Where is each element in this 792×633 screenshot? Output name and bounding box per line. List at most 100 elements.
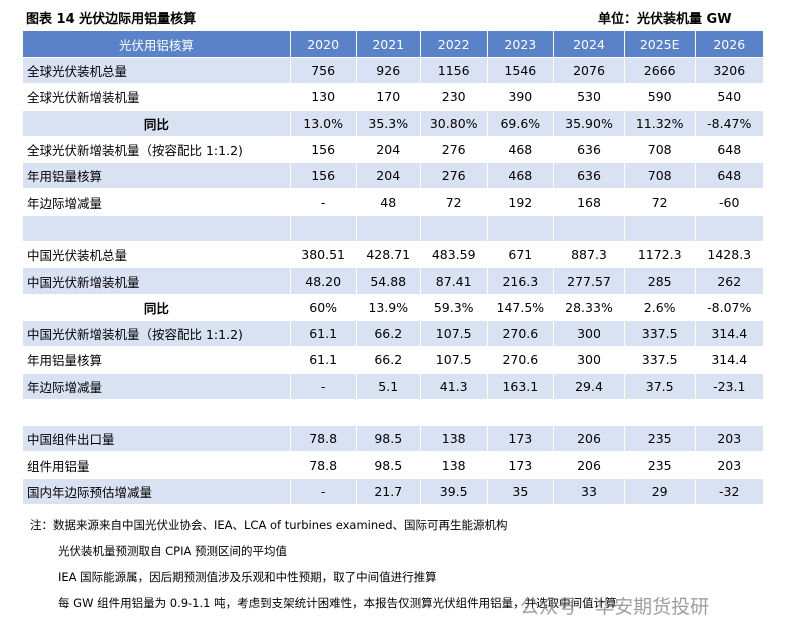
row-label: 年边际增减量 <box>22 372 291 400</box>
cell: 39.5 <box>419 477 488 506</box>
cell: 87.41 <box>419 267 488 295</box>
table-row <box>22 214 765 243</box>
cell: 11.32% <box>623 109 696 137</box>
cell: 156 <box>289 135 357 164</box>
cell: 35.3% <box>355 109 421 137</box>
cell: 230 <box>419 83 488 111</box>
cell: -8.07% <box>694 293 765 321</box>
empty-cell <box>623 398 696 427</box>
cell: 530 <box>553 83 625 111</box>
table-row: 年边际增减量 -48 72 192 168 72 -60 <box>22 188 765 216</box>
cell: 216.3 <box>486 267 555 295</box>
empty-cell <box>289 214 357 243</box>
empty-cell <box>553 214 625 243</box>
empty-cell <box>694 214 765 243</box>
cell: 138 <box>419 425 488 453</box>
note: 光伏装机量预测取自 CPIA 预测区间的平均值 <box>58 544 288 558</box>
cell: 69.6% <box>486 109 555 137</box>
cell: 192 <box>486 188 555 216</box>
cell: 107.5 <box>419 319 488 348</box>
cell: 337.5 <box>623 346 696 374</box>
cell: 35 <box>486 477 555 506</box>
cell: 98.5 <box>355 451 421 479</box>
column-header: 2024 <box>553 30 625 58</box>
cell: -60 <box>694 188 765 216</box>
empty-cell <box>419 214 488 243</box>
cell: 173 <box>486 425 555 453</box>
row-label: 中国光伏装机总量 <box>22 241 291 269</box>
cell: 61.1 <box>289 319 357 348</box>
cell: 78.8 <box>289 451 357 479</box>
table-row: 中国组件出口量 78.8 98.5 138 173 206 235 203 <box>22 425 765 453</box>
column-header: 2025E <box>623 30 696 58</box>
cell: 156 <box>289 162 357 190</box>
cell: 60% <box>289 293 357 321</box>
cell: 66.2 <box>355 319 421 348</box>
cell: 1546 <box>486 56 555 85</box>
cell: 72 <box>623 188 696 216</box>
cell: 5.1 <box>355 372 421 400</box>
cell: 138 <box>419 451 488 479</box>
cell: 590 <box>623 83 696 111</box>
empty-cell <box>22 214 291 243</box>
column-header: 光伏用铝核算 <box>22 30 291 58</box>
note: 注：数据来源来自中国光伏业协会、IEA、LCA of turbines exam… <box>30 518 508 532</box>
row-label: 中国光伏新增装机量（按容配比 1:1.2) <box>22 319 291 348</box>
cell: 380.51 <box>289 241 357 269</box>
column-header: 2026 <box>694 30 765 58</box>
cell: 61.1 <box>289 346 357 374</box>
cell: 21.7 <box>355 477 421 506</box>
table-row: 同比 13.0% 35.3% 30.80% 69.6% 35.90% 11.32% -8.47… <box>22 109 765 137</box>
cell: -23.1 <box>694 372 765 400</box>
table-row: 中国光伏新增装机量 48.20 54.88 87.41 216.3 277.57 285 26… <box>22 267 765 295</box>
cell: 54.88 <box>355 267 421 295</box>
cell: 300 <box>553 346 625 374</box>
cell: -32 <box>694 477 765 506</box>
row-label: 同比 <box>22 109 291 137</box>
cell: 428.71 <box>355 241 421 269</box>
table-row: 中国光伏装机总量 380.51 428.71 483.59 671 887.3 1172.3… <box>22 241 765 269</box>
cell: 33 <box>553 477 625 506</box>
cell: 203 <box>694 425 765 453</box>
row-label: 年用铝量核算 <box>22 346 291 374</box>
table-row: 国内年边际预估增减量 -21.7 39.5 35 33 29 -32 <box>22 477 765 506</box>
row-label: 全球光伏新增装机量 <box>22 83 291 111</box>
cell: - <box>289 188 357 216</box>
table-row: 组件用铝量 78.8 98.5 138 173 206 235 203 <box>22 451 765 479</box>
title: 图表 14 光伏边际用铝量核算 <box>26 12 197 27</box>
cell: 48.20 <box>289 267 357 295</box>
cell: 926 <box>355 56 421 85</box>
cell: 3206 <box>694 56 765 85</box>
note: 每 GW 组件用铝量为 0.9-1.1 吨，考虑到支架统计困难性，本报告仅测算光… <box>58 596 617 610</box>
header-row: 光伏用铝核算 2020 2021 2022 2023 2024 2025E 2026 <box>22 30 765 58</box>
cell: 2666 <box>623 56 696 85</box>
empty-cell <box>355 398 421 427</box>
cell: - <box>289 372 357 400</box>
cell: 59.3% <box>419 293 488 321</box>
cell: 1172.3 <box>623 241 696 269</box>
cell: 468 <box>486 135 555 164</box>
cell: 98.5 <box>355 425 421 453</box>
cell: 300 <box>553 319 625 348</box>
cell: 648 <box>694 135 765 164</box>
cell: 648 <box>694 162 765 190</box>
cell: 173 <box>486 451 555 479</box>
cell: 235 <box>623 425 696 453</box>
data-table: 光伏用铝核算 2020 2021 2022 2023 2024 2025E 2026 全球光伏装… <box>22 30 765 506</box>
watermark: 公众号 · 华安期货投研 <box>520 596 710 618</box>
cell: 168 <box>553 188 625 216</box>
cell: 2.6% <box>623 293 696 321</box>
table-row <box>22 398 765 427</box>
cell: 72 <box>419 188 488 216</box>
cell: 170 <box>355 83 421 111</box>
cell: 235 <box>623 451 696 479</box>
cell: 337.5 <box>623 319 696 348</box>
cell: 270.6 <box>486 346 555 374</box>
cell: 390 <box>486 83 555 111</box>
unit: 单位：光伏装机量 GW <box>598 12 732 27</box>
cell: 708 <box>623 162 696 190</box>
cell: 206 <box>553 425 625 453</box>
row-label: 中国组件出口量 <box>22 425 291 453</box>
cell: 708 <box>623 135 696 164</box>
cell: 270.6 <box>486 319 555 348</box>
